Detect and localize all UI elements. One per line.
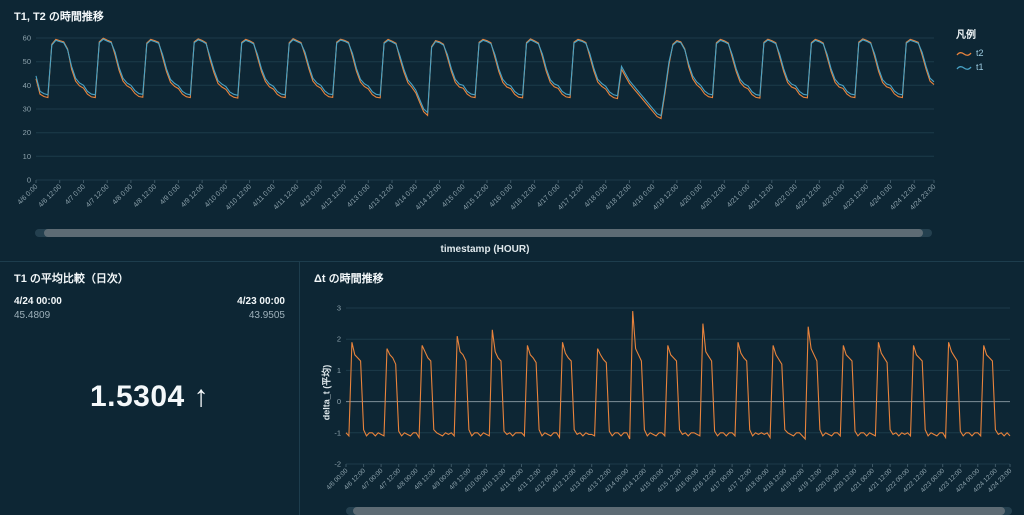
svg-text:4/8 12:00: 4/8 12:00 bbox=[133, 183, 159, 209]
kpi-panel-title: T1 の平均比較（日次） bbox=[14, 273, 129, 285]
svg-text:10: 10 bbox=[23, 152, 31, 161]
t2-line-sample-icon bbox=[956, 51, 972, 56]
legend-item-t1[interactable]: t1 bbox=[956, 62, 1016, 72]
t1-line-sample-icon bbox=[956, 65, 972, 70]
svg-text:20: 20 bbox=[23, 128, 31, 137]
kpi-previous-label: 4/23 00:00 bbox=[237, 296, 285, 307]
legend-label-t2[interactable]: t2 bbox=[976, 48, 984, 58]
t1-t2-chart-title: T1, T2 の時間推移 bbox=[14, 11, 104, 23]
kpi-previous-period: 4/23 00:00 43.9505 bbox=[237, 296, 285, 321]
svg-text:4/18 12:00: 4/18 12:00 bbox=[604, 183, 632, 211]
delta-chart-scrollbar-thumb[interactable] bbox=[352, 507, 1006, 515]
svg-text:4/17 12:00: 4/17 12:00 bbox=[557, 183, 585, 211]
delta-chart-time-scrollbar[interactable] bbox=[346, 507, 1012, 515]
legend: 凡例 t2 t1 bbox=[956, 26, 1016, 72]
svg-text:4/8 0:00: 4/8 0:00 bbox=[111, 183, 134, 206]
svg-text:4/13 12:00: 4/13 12:00 bbox=[367, 183, 395, 211]
kpi-stats-row: 4/24 00:00 45.4809 4/23 00:00 43.9505 bbox=[14, 296, 285, 321]
legend-title: 凡例 bbox=[956, 30, 976, 41]
svg-text:4/6 0:00: 4/6 0:00 bbox=[17, 183, 40, 206]
svg-text:4/20 12:00: 4/20 12:00 bbox=[699, 183, 727, 211]
svg-text:4/6 12:00: 4/6 12:00 bbox=[38, 183, 64, 209]
kpi-previous-value: 43.9505 bbox=[248, 310, 285, 321]
svg-text:0: 0 bbox=[27, 176, 31, 185]
kpi-current-label: 4/24 00:00 bbox=[14, 296, 62, 307]
delta-t-chart-panel: Δt の時間推移 delta_t (平均) -2 -1 0 1 2 3 4/6 00:00 4… bbox=[300, 262, 1024, 515]
t1-average-comparison-panel: T1 の平均比較（日次） 4/24 00:00 45.4809 4/23 00:… bbox=[0, 262, 300, 515]
svg-text:3: 3 bbox=[337, 304, 341, 313]
svg-text:4/14 12:00: 4/14 12:00 bbox=[415, 183, 443, 211]
svg-text:4/15 12:00: 4/15 12:00 bbox=[462, 183, 490, 211]
svg-text:4/21 12:00: 4/21 12:00 bbox=[747, 183, 775, 211]
svg-text:50: 50 bbox=[23, 57, 31, 66]
svg-text:2: 2 bbox=[337, 335, 341, 344]
legend-item-t2[interactable]: t2 bbox=[956, 48, 1016, 58]
svg-text:-1: -1 bbox=[334, 428, 341, 437]
delta-chart-title: Δt の時間推移 bbox=[314, 273, 384, 285]
svg-text:4/22 12:00: 4/22 12:00 bbox=[794, 183, 822, 211]
svg-text:4/9 0:00: 4/9 0:00 bbox=[159, 183, 182, 206]
svg-text:4/12 12:00: 4/12 12:00 bbox=[320, 183, 348, 211]
top-chart-time-scrollbar[interactable] bbox=[35, 229, 932, 237]
svg-text:4/7 0:00: 4/7 0:00 bbox=[64, 183, 87, 206]
svg-text:-2: -2 bbox=[334, 460, 341, 469]
svg-text:4/16 12:00: 4/16 12:00 bbox=[509, 183, 537, 211]
kpi-current-period: 4/24 00:00 45.4809 bbox=[14, 296, 62, 321]
svg-text:60: 60 bbox=[23, 34, 31, 43]
svg-text:4/9 12:00: 4/9 12:00 bbox=[180, 183, 206, 209]
svg-text:30: 30 bbox=[23, 105, 31, 114]
t1-t2-chart-panel: T1, T2 の時間推移 0 10 20 30 40 50 60 4/6 0:00 4/6 12… bbox=[0, 11, 1024, 262]
svg-text:4/10 12:00: 4/10 12:00 bbox=[225, 183, 253, 211]
svg-text:4/23 12:00: 4/23 12:00 bbox=[842, 183, 870, 211]
svg-text:4/19 12:00: 4/19 12:00 bbox=[652, 183, 680, 211]
svg-text:0: 0 bbox=[337, 397, 341, 406]
top-chart-x-axis-label: timestamp (HOUR) bbox=[440, 244, 530, 255]
top-chart-scrollbar-thumb[interactable] bbox=[43, 229, 924, 237]
svg-text:40: 40 bbox=[23, 81, 31, 90]
svg-text:4/11 12:00: 4/11 12:00 bbox=[273, 183, 301, 211]
kpi-difference-value: 1.5304 ↑ bbox=[89, 380, 210, 413]
svg-text:1: 1 bbox=[337, 366, 341, 375]
kpi-current-value: 45.4809 bbox=[14, 310, 51, 321]
legend-label-t1[interactable]: t1 bbox=[976, 62, 984, 72]
svg-text:4/7 12:00: 4/7 12:00 bbox=[85, 183, 111, 209]
